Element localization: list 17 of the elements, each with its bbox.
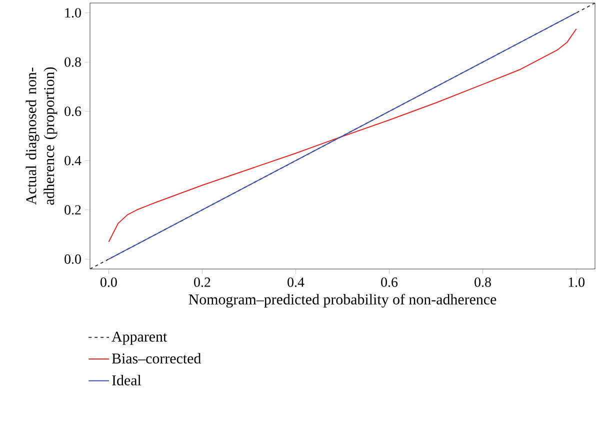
- x-tick-label: 0.0: [100, 277, 117, 287]
- y-tick-label: 1.0: [65, 8, 81, 18]
- y-tick-label: 0.4: [64, 156, 82, 166]
- y-tick-label: 0.2: [64, 205, 81, 215]
- x-tick-label: 0.6: [381, 277, 398, 287]
- x-tick-label: 0.4: [288, 277, 304, 287]
- legend-label: Ideal: [112, 374, 142, 386]
- y-axis-title: Actual diagnosed non-adherence (proportion): [26, 67, 58, 205]
- legend-label: Bias–corrected: [112, 353, 201, 364]
- y-tick-label: 0.0: [64, 254, 81, 264]
- x-tick-label: 0.2: [194, 277, 210, 287]
- x-axis-title: Nomogram–predicted probability of non-adherence: [188, 294, 496, 308]
- y-tick-label: 0.8: [64, 57, 81, 67]
- legend-label: Apparent: [112, 332, 168, 345]
- y-tick-label: 0.6: [64, 106, 82, 116]
- x-tick-label: 1.0: [568, 277, 584, 287]
- x-tick-label: 0.8: [474, 277, 491, 287]
